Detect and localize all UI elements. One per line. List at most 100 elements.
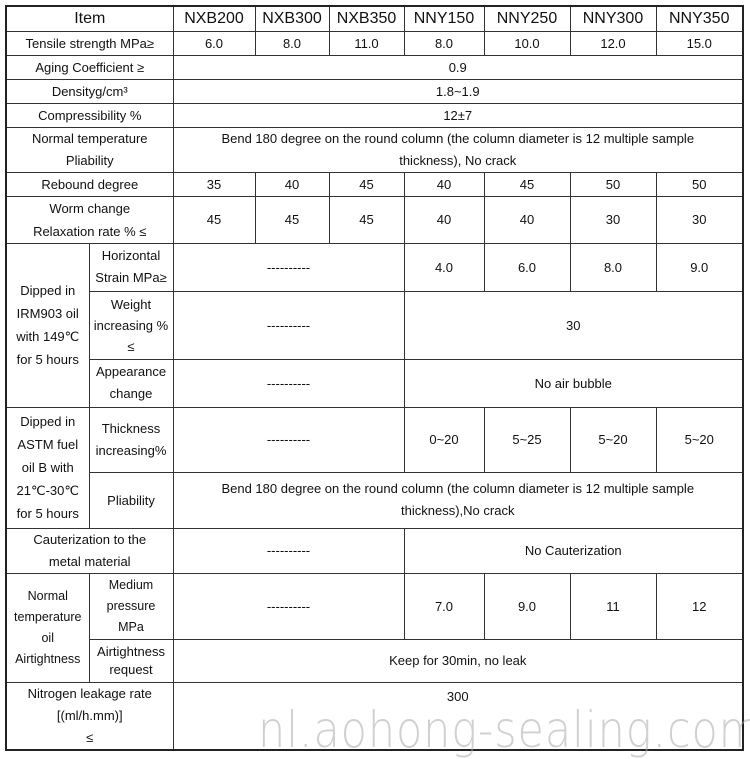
dash-cell: ---------- bbox=[172, 572, 405, 640]
dash-cell: ---------- bbox=[172, 242, 405, 292]
table-row: Pliability Bend 180 degree on the round … bbox=[6, 471, 744, 529]
text-line: thickness),No crack bbox=[401, 503, 515, 518]
label-line: ASTM fuel bbox=[17, 437, 79, 452]
label-line: IRM903 oil bbox=[16, 306, 79, 321]
table-row: Cauterization to the metal material -----… bbox=[5, 527, 744, 574]
label-line: metal material bbox=[48, 553, 131, 569]
row-label: Tensile strength MPa≥ bbox=[5, 30, 174, 56]
cell: 45 bbox=[328, 195, 405, 244]
label-line: Worm change bbox=[49, 200, 131, 216]
label-line: oil B with bbox=[21, 460, 74, 475]
cell: 7.0 bbox=[403, 572, 485, 640]
table-row: Worm change Relaxation rate % ≤ 45 45 45 … bbox=[5, 195, 744, 244]
cell: 0.9 bbox=[172, 54, 744, 80]
cell: Bend 180 degree on the round column (the… bbox=[172, 471, 744, 529]
sub-label: Airtightness request bbox=[88, 638, 174, 683]
cell: 5~20 bbox=[569, 406, 657, 473]
label-line: temperature bbox=[14, 609, 82, 624]
table-row: Appearance change ---------- No air bubbl… bbox=[6, 358, 744, 408]
row-label: Cauterization to the metal material bbox=[5, 527, 174, 574]
label-line: Dipped in bbox=[20, 283, 76, 298]
label-line: Airtightness bbox=[97, 643, 165, 659]
label-line: Normal temperature bbox=[31, 130, 148, 146]
cell: 30 bbox=[655, 195, 744, 244]
cell: 300 bbox=[172, 681, 744, 751]
label-line: Relaxation rate % ≤ bbox=[33, 223, 147, 239]
table-row: Tensile strength MPa≥ 6.0 8.0 11.0 8.0 1… bbox=[5, 30, 744, 56]
group-label: Dipped in IRM903 oil with 149℃ for 5 hou… bbox=[5, 242, 90, 408]
table-row: Airtightness request Keep for 30min, no l… bbox=[6, 638, 744, 683]
label-line: change bbox=[109, 386, 153, 401]
label-line: Appearance bbox=[95, 364, 167, 379]
sub-label: Horizontal Strain MPa≥ bbox=[88, 242, 174, 292]
label-line: ≤ bbox=[127, 338, 135, 354]
cell: 4.0 bbox=[403, 242, 485, 292]
label-line: Weight bbox=[110, 296, 152, 312]
cell: 50 bbox=[569, 171, 657, 197]
label-line: increasing% bbox=[95, 442, 167, 458]
table-row: Normal temperature oil Airtightness Medi… bbox=[5, 572, 744, 683]
header-model: NNY350 bbox=[655, 5, 744, 32]
header-model: NNY250 bbox=[483, 5, 571, 32]
cell: 8.0 bbox=[254, 30, 330, 56]
dash-cell: ---------- bbox=[172, 527, 405, 574]
cell: 12±7 bbox=[172, 102, 744, 128]
cell: 12.0 bbox=[569, 30, 657, 56]
label-line: pressure bbox=[106, 598, 156, 613]
sub-label: Weight increasing % ≤ bbox=[88, 290, 174, 360]
label-line: increasing % bbox=[93, 317, 169, 333]
cell: 40 bbox=[254, 171, 330, 197]
table-row: Dipped in IRM903 oil with 149℃ for 5 hou… bbox=[5, 242, 744, 408]
cell: 11.0 bbox=[328, 30, 405, 56]
dash-cell: ---------- bbox=[172, 406, 405, 473]
cell: 10.0 bbox=[483, 30, 571, 56]
label-line: ≤ bbox=[86, 729, 94, 745]
row-label: Compressibility % bbox=[5, 102, 174, 128]
cell: 12 bbox=[655, 572, 744, 640]
table-row: Weight increasing % ≤ ---------- 30 bbox=[6, 290, 744, 360]
cell: 5~20 bbox=[655, 406, 744, 473]
cell: 40 bbox=[483, 195, 571, 244]
text-line: Bend 180 degree on the round column (the… bbox=[221, 130, 695, 146]
label-line: Horizontal bbox=[101, 248, 161, 263]
label-line: Pliability bbox=[65, 152, 114, 168]
label-line: Strain MPa≥ bbox=[95, 270, 167, 285]
cell: 1.8~1.9 bbox=[172, 78, 744, 104]
row-label: Normal temperature Pliability bbox=[5, 126, 174, 173]
cell: 45 bbox=[172, 195, 256, 244]
table-row: Dipped in ASTM fuel oil B with 21℃-30℃ f… bbox=[5, 406, 744, 529]
cell: 8.0 bbox=[569, 242, 657, 292]
cell: No air bubble bbox=[403, 358, 744, 408]
dash-cell: ---------- bbox=[172, 290, 405, 360]
text-line: thickness), No crack bbox=[399, 152, 517, 168]
table-row: Aging Coefficient ≥ 0.9 bbox=[5, 54, 744, 80]
row-label: Nitrogen leakage rate [(ml/h.mm)] ≤ bbox=[5, 681, 174, 751]
cell: 6.0 bbox=[172, 30, 256, 56]
group-label: Normal temperature oil Airtightness bbox=[5, 572, 90, 683]
table-row: Rebound degree 35 40 45 40 45 50 50 bbox=[5, 171, 744, 197]
cell: 35 bbox=[172, 171, 256, 197]
cell: 30 bbox=[403, 290, 744, 360]
header-row: Item NXB200 NXB300 NXB350 NNY150 NNY250 … bbox=[5, 5, 744, 32]
cell: 45 bbox=[328, 171, 405, 197]
cell: 0~20 bbox=[403, 406, 485, 473]
table-row: Normal temperature Pliability Bend 180 de… bbox=[5, 126, 744, 173]
cell: 9.0 bbox=[483, 572, 571, 640]
text-line: Bend 180 degree on the round column (the… bbox=[221, 481, 695, 496]
sub-label: Medium pressure MPa bbox=[88, 572, 174, 640]
header-model: NNY150 bbox=[403, 5, 485, 32]
cell: No Cauterization bbox=[403, 527, 744, 574]
label-line: MPa bbox=[118, 619, 144, 634]
row-label: Densityg/cm³ bbox=[5, 78, 174, 104]
cell: 11 bbox=[569, 572, 657, 640]
label-line: Cauterization to the bbox=[33, 531, 147, 547]
sub-label: Appearance change bbox=[88, 358, 174, 408]
cell: 15.0 bbox=[655, 30, 744, 56]
cell: 8.0 bbox=[403, 30, 485, 56]
header-model: NXB300 bbox=[254, 5, 330, 32]
cell: 9.0 bbox=[655, 242, 744, 292]
cell: Keep for 30min, no leak bbox=[172, 638, 744, 683]
header-item: Item bbox=[5, 5, 174, 32]
header-model: NNY300 bbox=[569, 5, 657, 32]
table-row: Nitrogen leakage rate [(ml/h.mm)] ≤ 300 bbox=[5, 681, 744, 751]
